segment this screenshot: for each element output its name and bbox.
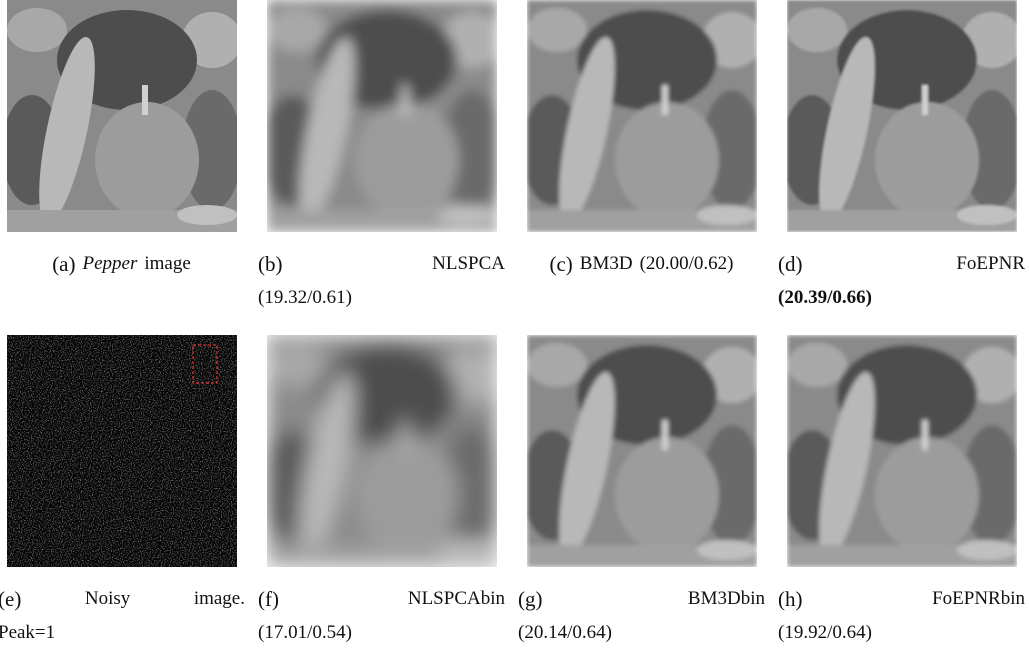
caption-score: (19.92/0.64) [778, 616, 1025, 650]
caption-line: (d) FoEPNR [778, 247, 1025, 281]
caption-text: FoEPNRbin [932, 582, 1025, 616]
image-panel [267, 0, 497, 232]
caption-label: (c) [549, 247, 572, 281]
caption-label: (e) [0, 582, 21, 616]
caption-text: Pepper [83, 247, 138, 281]
caption-label: (b) [258, 247, 283, 281]
caption-label: (f) [258, 582, 279, 616]
caption: (e) Noisy image.Peak=1 [0, 582, 245, 650]
caption: (b) NLSPCA(19.32/0.61) [258, 247, 505, 315]
caption-text: NLSPCAbin [408, 582, 505, 616]
caption-text: image. [194, 582, 245, 616]
caption-label: (h) [778, 582, 803, 616]
caption-label: (d) [778, 247, 803, 281]
caption-line: (h) FoEPNRbin [778, 582, 1025, 616]
caption-score: (19.32/0.61) [258, 281, 505, 315]
image-panel [787, 0, 1017, 232]
caption-line: (f) NLSPCAbin [258, 582, 505, 616]
image-panel [527, 0, 757, 232]
caption: (g) BM3Dbin(20.14/0.64) [518, 582, 765, 650]
image-panel [7, 335, 237, 567]
image-panel [527, 335, 757, 567]
image-panel [267, 335, 497, 567]
caption-label: (g) [518, 582, 543, 616]
page: (a) Pepperimage (b) NLSPCA(19.32/0.61) (c) BM… [0, 0, 1029, 646]
caption-text: Noisy [85, 582, 130, 616]
image-panel [7, 0, 237, 232]
caption: (c) BM3D(20.00/0.62) [518, 247, 765, 281]
caption-score: Peak=1 [0, 616, 245, 650]
caption-line: (g) BM3Dbin [518, 582, 765, 616]
caption-text: (20.00/0.62) [640, 247, 734, 281]
caption-line: (b) NLSPCA [258, 247, 505, 281]
caption-label: (a) [52, 247, 75, 281]
caption-text: FoEPNR [956, 247, 1025, 281]
caption: (h) FoEPNRbin(19.92/0.64) [778, 582, 1025, 650]
caption-score: (20.39/0.66) [778, 281, 1025, 315]
caption-score: (17.01/0.54) [258, 616, 505, 650]
caption-line: (c) BM3D(20.00/0.62) [518, 247, 765, 281]
caption-score: (20.14/0.64) [518, 616, 765, 650]
caption-line: (e) Noisy image. [0, 582, 245, 616]
caption-text: BM3Dbin [688, 582, 765, 616]
caption: (d) FoEPNR(20.39/0.66) [778, 247, 1025, 315]
caption-text: NLSPCA [432, 247, 505, 281]
caption: (f) NLSPCAbin(17.01/0.54) [258, 582, 505, 650]
caption-text: image [144, 247, 190, 281]
image-panel [787, 335, 1017, 567]
caption-text: BM3D [580, 247, 633, 281]
